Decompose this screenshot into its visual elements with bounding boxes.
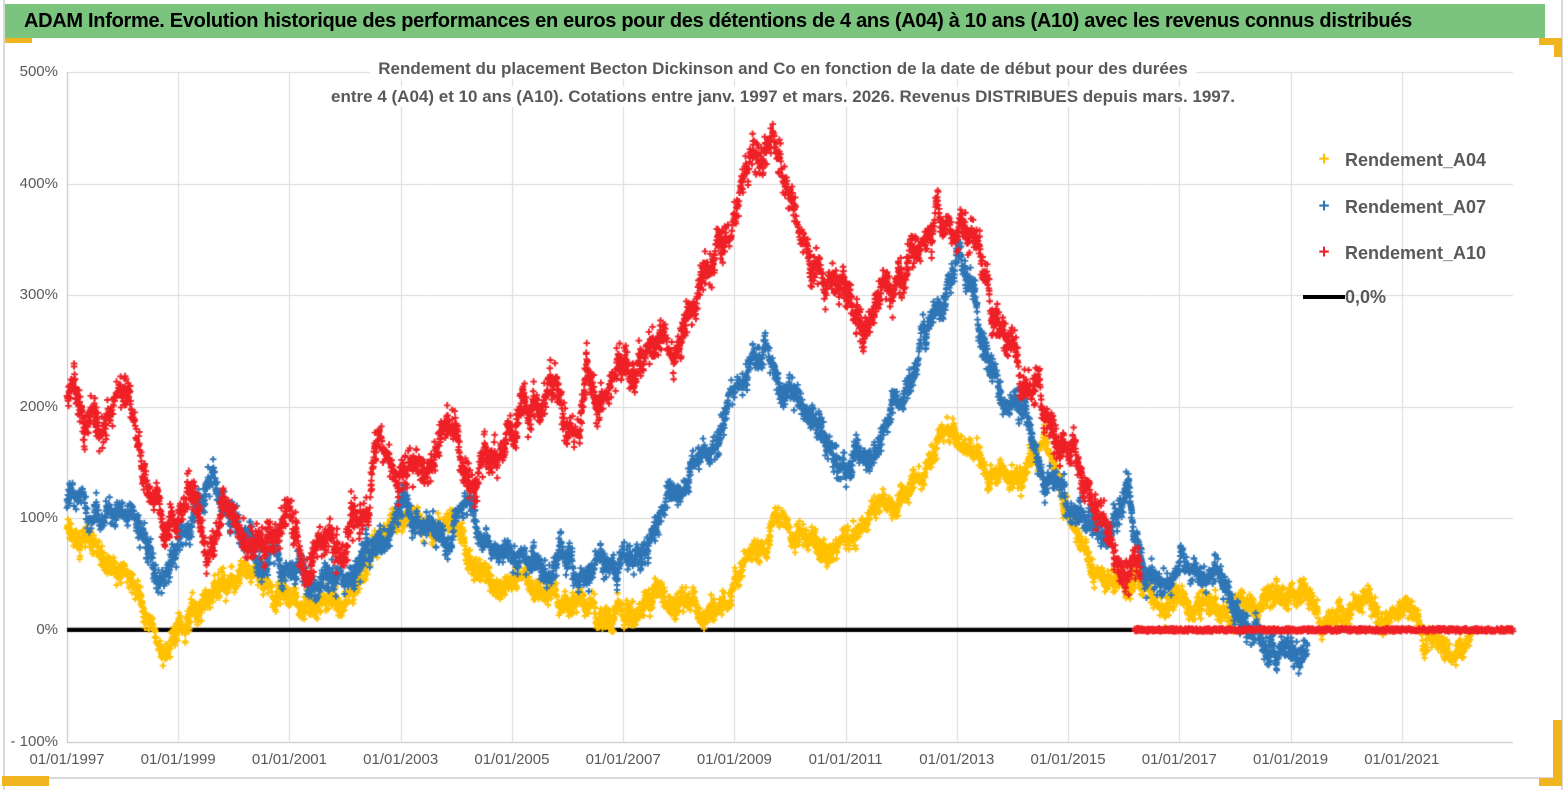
x-tick-label: 01/01/1999: [140, 751, 216, 768]
y-tick-label: 100%: [19, 509, 58, 527]
x-tick-label: 01/01/2001: [251, 751, 327, 768]
x-tick-label: 01/01/2009: [696, 751, 772, 768]
y-tick-label: 200%: [19, 397, 58, 415]
y-tick-label: - 100%: [10, 732, 58, 750]
plus-marker-a07-icon: +: [1318, 196, 1330, 217]
legend-item-a04[interactable]: + Rendement_A04: [1303, 148, 1486, 172]
legend-item-zero[interactable]: 0,0%: [1303, 285, 1386, 309]
x-tick-label: 01/01/1997: [29, 751, 105, 768]
x-tick-label: 01/01/2013: [919, 751, 995, 768]
y-tick-label: 400%: [19, 174, 58, 192]
legend-label: Rendement_A10: [1345, 242, 1487, 263]
legend-item-a10[interactable]: + Rendement_A10: [1303, 241, 1486, 265]
legend-label: Rendement_A07: [1345, 196, 1487, 217]
x-tick-label: 01/01/2003: [363, 751, 439, 768]
y-tick-label: 300%: [19, 286, 58, 304]
y-tick-label: 0%: [36, 620, 58, 638]
x-tick-label: 01/01/2011: [808, 751, 883, 768]
x-tick-label: 01/01/2021: [1364, 751, 1440, 768]
chart-title-line2: entre 4 (A04) et 10 ans (A10). Cotations…: [323, 87, 1243, 107]
x-tick-label: 01/01/2019: [1252, 751, 1329, 768]
chart-title-line1: Rendement du placement Becton Dickinson …: [370, 59, 1196, 79]
legend-label: 0,0%: [1345, 286, 1387, 307]
plus-marker-a04-icon: +: [1318, 149, 1330, 170]
legend-label: Rendement_A04: [1345, 149, 1487, 170]
x-tick-label: 01/01/2017: [1141, 751, 1217, 768]
y-tick-label: 500%: [19, 63, 58, 80]
zero-line-sample-icon: [1303, 295, 1345, 299]
plus-marker-a10-icon: +: [1318, 242, 1330, 263]
legend-item-a07[interactable]: + Rendement_A07: [1303, 195, 1486, 219]
x-tick-label: 01/01/2007: [585, 751, 661, 768]
x-tick-label: 01/01/2005: [474, 751, 550, 768]
x-tick-label: 01/01/2015: [1030, 751, 1106, 768]
